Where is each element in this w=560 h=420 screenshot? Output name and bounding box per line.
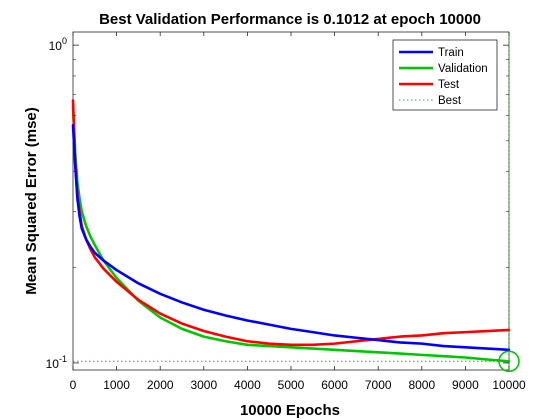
x-tick-label: 0 [70, 378, 77, 392]
series-line-train [71, 123, 511, 352]
chart-title: Best Validation Performance is 0.1012 at… [99, 11, 481, 28]
x-tick-label: 3000 [190, 378, 217, 392]
y-axis-label: Mean Squared Error (mse) [23, 107, 40, 295]
x-tick-label: 2000 [147, 378, 174, 392]
x-tick-label: 8000 [408, 378, 435, 392]
x-tick-label: 5000 [278, 378, 305, 392]
legend-label-train: Train [438, 47, 464, 59]
x-axis-label: 10000 Epochs [240, 402, 340, 419]
x-tick-label: 6000 [321, 378, 348, 392]
best-marker-lines [73, 32, 510, 370]
series-line-validation [71, 105, 511, 363]
best-marker [498, 350, 520, 373]
y-tick-label: 100 [49, 36, 67, 53]
x-axis-ticks: 0 1000 2000 3000 4000 5000 6000 7000 8000 9000 100… [70, 32, 526, 392]
x-tick-label: 4000 [234, 378, 261, 392]
x-tick-label: 1000 [103, 378, 130, 392]
legend: Train Validation Test Best [392, 39, 498, 111]
x-tick-label: 10000 [492, 378, 526, 392]
legend-label-best: Best [438, 95, 462, 107]
legend-label-validation: Validation [438, 63, 488, 75]
y-tick-label: 10-1 [46, 354, 67, 371]
x-tick-label: 7000 [365, 378, 392, 392]
y-axis-ticks: 10-1 100 [46, 36, 509, 371]
legend-label-test: Test [438, 79, 460, 91]
best-point-circle [498, 350, 520, 373]
series-lines [71, 99, 511, 363]
x-tick-label: 9000 [452, 378, 479, 392]
